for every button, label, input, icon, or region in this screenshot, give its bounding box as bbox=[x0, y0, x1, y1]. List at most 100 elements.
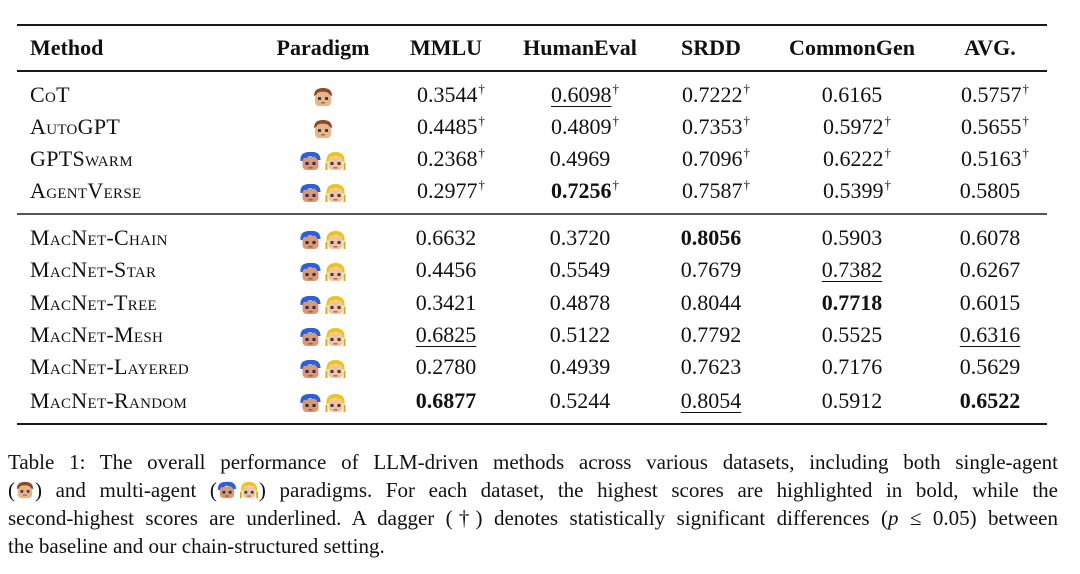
multi-agent-blonde-icon bbox=[239, 481, 259, 499]
multi-agent-paradigm bbox=[300, 262, 347, 282]
table-mid-rule bbox=[17, 213, 1047, 215]
score-value: 0.3421 bbox=[415, 290, 477, 315]
score-value: 0.4809 bbox=[551, 114, 612, 139]
score-value: 0.8056 bbox=[680, 225, 742, 250]
score-value: 0.4485 bbox=[417, 114, 478, 139]
table-row: MacNet-Star 0.4456 0.5549 0.7679 0.7382 0.626… bbox=[0, 254, 1080, 286]
paradigm-cell bbox=[312, 79, 334, 111]
score-value: 0.5912 bbox=[821, 388, 883, 413]
score-value: 0.7679 bbox=[680, 257, 742, 282]
method-name: CoT bbox=[30, 82, 70, 107]
significance-dagger: † bbox=[478, 177, 486, 192]
significance-dagger: † bbox=[612, 81, 620, 96]
srdd-score: 0.7587† bbox=[682, 175, 750, 207]
single-agent-icon bbox=[15, 481, 35, 499]
avg-score: 0.6316 bbox=[960, 319, 1021, 351]
paradigm-cell bbox=[300, 351, 347, 383]
table-row: MacNet-Random 0.6877 0.5244 0.8054 0.5912 0.6… bbox=[0, 385, 1080, 417]
paradigm-cell bbox=[300, 385, 347, 417]
multi-agent-blue-icon bbox=[300, 327, 322, 347]
table-row: CoT 0.3544† 0.6098† 0.7222† 0.6165 0.5757† bbox=[0, 79, 1080, 111]
caption-line-3: second-highest scores are underlined. A … bbox=[8, 504, 1058, 532]
srdd-score: 0.7353† bbox=[682, 111, 750, 143]
method-name: GPTSwarm bbox=[30, 146, 133, 171]
multi-agent-blonde-icon bbox=[325, 151, 347, 171]
srdd-score: 0.7792 bbox=[681, 319, 742, 351]
table-row: MacNet-Layered 0.2780 0.4939 0.7623 0.7176 0.… bbox=[0, 351, 1080, 383]
score-value: 0.6267 bbox=[959, 257, 1021, 282]
srdd-score: 0.8044 bbox=[681, 287, 742, 319]
commongen-score: 0.5972† bbox=[823, 111, 891, 143]
score-value: 0.6316 bbox=[959, 322, 1021, 347]
score-value: 0.2368 bbox=[417, 146, 478, 171]
table-row: MacNet-Chain 0.6632 0.3720 0.8056 0.5903 0.60… bbox=[0, 222, 1080, 254]
header-commongen: CommonGen bbox=[789, 35, 915, 60]
table-row: GPTSwarm 0.2368† 0.4969 0.7096† 0.6222† 0.516… bbox=[0, 143, 1080, 175]
method-name: MacNet-Tree bbox=[30, 290, 158, 315]
score-value: 0.6222 bbox=[823, 146, 884, 171]
score-value: 0.3720 bbox=[549, 225, 611, 250]
paradigm-cell bbox=[300, 175, 347, 207]
significance-dagger: † bbox=[743, 145, 751, 160]
paradigm-cell bbox=[300, 143, 347, 175]
score-value: 0.4456 bbox=[415, 257, 477, 282]
table-caption: Table 1: The overall performance of LLM-… bbox=[8, 448, 1058, 560]
table-header-rule bbox=[17, 70, 1047, 72]
score-value: 0.6078 bbox=[959, 225, 1021, 250]
header-srdd: SRDD bbox=[681, 35, 741, 60]
score-value: 0.5629 bbox=[959, 354, 1021, 379]
multi-agent-blonde-icon bbox=[325, 262, 347, 282]
multi-agent-blonde-icon bbox=[325, 393, 347, 413]
srdd-score: 0.8056 bbox=[681, 222, 742, 254]
humaneval-score: 0.4939 bbox=[550, 351, 611, 383]
score-value: 0.5805 bbox=[959, 178, 1021, 203]
single-agent-paradigm bbox=[312, 87, 334, 107]
avg-score: 0.5805 bbox=[960, 175, 1021, 207]
score-value: 0.6522 bbox=[959, 388, 1021, 413]
score-value: 0.6825 bbox=[415, 322, 477, 347]
multi-agent-blonde-icon bbox=[325, 295, 347, 315]
caption-line-4: the baseline and our chain-structured se… bbox=[8, 534, 385, 558]
multi-agent-blue-icon bbox=[300, 151, 322, 171]
table-row: MacNet-Tree 0.3421 0.4878 0.8044 0.7718 0.601… bbox=[0, 287, 1080, 319]
score-value: 0.5244 bbox=[549, 388, 611, 413]
mmlu-score: 0.3421 bbox=[416, 287, 477, 319]
table-row: AutoGPT 0.4485† 0.4809† 0.7353† 0.5972† 0.565… bbox=[0, 111, 1080, 143]
significance-dagger: † bbox=[478, 145, 486, 160]
score-value: 0.5757 bbox=[961, 82, 1022, 107]
method-name: AgentVerse bbox=[30, 178, 142, 203]
table-header-row: Method Paradigm MMLU HumanEval SRDD Comm… bbox=[0, 32, 1080, 64]
srdd-score: 0.7096† bbox=[682, 143, 750, 175]
score-value: 0.8044 bbox=[680, 290, 742, 315]
mmlu-score: 0.2977† bbox=[417, 175, 485, 207]
significance-dagger: † bbox=[612, 113, 620, 128]
score-value: 0.7222 bbox=[682, 82, 743, 107]
score-value: 0.5549 bbox=[549, 257, 611, 282]
multi-agent-paradigm bbox=[300, 393, 347, 413]
avg-score: 0.5163† bbox=[961, 143, 1029, 175]
multi-agent-paradigm bbox=[300, 327, 347, 347]
score-value: 0.6098 bbox=[551, 82, 612, 107]
mmlu-score: 0.2780 bbox=[416, 351, 477, 383]
method-name: MacNet-Star bbox=[30, 257, 157, 282]
caption-text: ) paradigms. For each dataset, the highe… bbox=[258, 478, 1058, 502]
significance-dagger: † bbox=[743, 113, 751, 128]
score-value: 0.3544 bbox=[417, 82, 478, 107]
score-value: 0.7718 bbox=[821, 290, 883, 315]
caption-text: ( bbox=[8, 478, 15, 502]
commongen-score: 0.7718 bbox=[822, 287, 883, 319]
score-value: 0.7256 bbox=[551, 178, 612, 203]
significance-dagger: † bbox=[743, 177, 751, 192]
caption-line-1: Table 1: The overall performance of LLM-… bbox=[8, 450, 1058, 474]
score-value: 0.7176 bbox=[821, 354, 883, 379]
significance-dagger: † bbox=[478, 113, 486, 128]
paradigm-cell bbox=[312, 111, 334, 143]
score-value: 0.5655 bbox=[961, 114, 1022, 139]
multi-agent-blonde-icon bbox=[325, 359, 347, 379]
humaneval-score: 0.4969 bbox=[550, 143, 611, 175]
mmlu-score: 0.6632 bbox=[416, 222, 477, 254]
humaneval-score: 0.4809† bbox=[551, 111, 619, 143]
multi-agent-blue-icon bbox=[300, 295, 322, 315]
multi-agent-paradigm bbox=[300, 230, 347, 250]
multi-agent-paradigm bbox=[300, 151, 347, 171]
